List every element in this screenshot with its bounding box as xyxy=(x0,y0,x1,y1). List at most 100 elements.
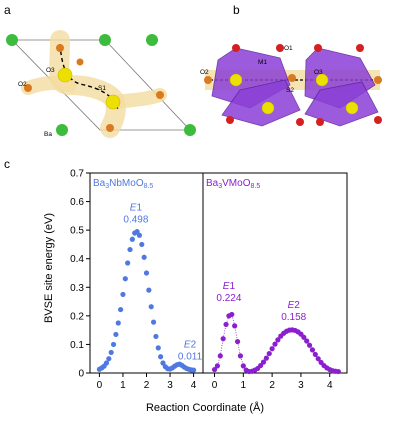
data-point xyxy=(153,333,159,340)
data-point xyxy=(106,356,112,362)
atom-label-o1: O1 xyxy=(284,45,293,52)
data-point xyxy=(223,321,229,328)
atom-label-m1: M1 xyxy=(258,59,267,66)
data-point xyxy=(125,260,131,266)
panel-label-a: a xyxy=(4,3,11,17)
data-point xyxy=(269,346,275,352)
atom-label-s2: S2 xyxy=(286,87,294,94)
o-atom xyxy=(232,44,240,52)
data-point xyxy=(272,341,278,347)
data-point xyxy=(155,345,161,351)
site-cluster xyxy=(105,94,121,110)
atom-label-o3: O3 xyxy=(314,69,323,76)
polyhedron xyxy=(221,79,301,127)
o-atom xyxy=(374,76,382,84)
annotation-label: E2 xyxy=(184,339,197,350)
x-tick-label: 0 xyxy=(212,380,218,391)
data-point xyxy=(217,353,223,359)
annotation-value: 0.158 xyxy=(281,312,306,323)
data-point xyxy=(141,254,147,260)
site-cluster xyxy=(261,101,275,115)
data-point xyxy=(127,246,133,253)
atom-label-s1: S1 xyxy=(98,85,106,92)
data-point xyxy=(315,356,321,362)
data-point xyxy=(275,337,281,343)
data-point xyxy=(214,363,220,369)
x-tick-label: 2 xyxy=(144,380,150,391)
o-atom xyxy=(374,116,382,124)
y-tick-label: 0.1 xyxy=(70,340,84,351)
y-tick-label: 0.5 xyxy=(70,226,84,237)
atom-label-o2: O2 xyxy=(200,69,209,76)
annotation-value: 0.224 xyxy=(216,293,241,304)
data-point xyxy=(150,319,157,325)
y-tick-label: 0.2 xyxy=(70,311,84,322)
data-point xyxy=(335,368,341,375)
o-atom xyxy=(106,124,114,132)
data-point xyxy=(260,359,267,365)
data-point xyxy=(234,338,241,345)
o-atom xyxy=(356,44,364,52)
site-cluster xyxy=(229,73,243,87)
data-point xyxy=(211,366,218,373)
data-point xyxy=(129,236,135,242)
migration-pathway-branch xyxy=(21,76,77,95)
data-point xyxy=(312,351,318,358)
o-atom xyxy=(156,91,164,99)
data-point xyxy=(148,304,154,310)
x-tick-label: 4 xyxy=(327,380,333,391)
y-axis-title: BVSE site energy (eV) xyxy=(43,213,55,323)
data-point xyxy=(118,306,124,313)
panel-label-b: b xyxy=(233,3,240,17)
x-tick-label: 4 xyxy=(191,380,197,391)
site-cluster xyxy=(345,101,359,115)
series-name: Ba3VMoO8.5 xyxy=(206,178,260,190)
migration-pathway-branch xyxy=(108,88,167,109)
y-tick-label: 0.6 xyxy=(70,197,84,208)
polyhedron xyxy=(304,81,379,127)
data-point xyxy=(263,355,269,361)
o-atom xyxy=(314,44,322,52)
ba-atom xyxy=(56,124,68,136)
o-atom xyxy=(276,44,284,52)
annotation-label: E1 xyxy=(130,203,143,214)
data-point xyxy=(306,342,313,348)
data-point xyxy=(266,350,272,357)
panel-label-c: c xyxy=(4,157,10,171)
o-atom xyxy=(226,116,234,124)
annotation-label: E1 xyxy=(223,281,236,292)
ba-atom xyxy=(99,34,111,46)
ba-atom xyxy=(146,34,158,46)
atom-label-o3: O3 xyxy=(46,67,55,74)
data-point xyxy=(139,241,145,248)
x-tick-label: 3 xyxy=(298,380,304,391)
data-point xyxy=(103,360,110,366)
o-atom xyxy=(24,84,32,92)
plot-frame xyxy=(89,172,348,374)
annotation-label: E2 xyxy=(288,300,301,311)
atom-label-o2: O2 xyxy=(18,81,27,88)
y-tick-label: 0.3 xyxy=(70,283,84,294)
annotation-value: 0.011 xyxy=(178,351,203,362)
ba-atom xyxy=(184,124,196,136)
data-point xyxy=(304,338,310,344)
data-point xyxy=(115,320,121,326)
data-point xyxy=(108,349,114,356)
data-point xyxy=(158,354,164,360)
series-name: Ba3NbMoO8.5 xyxy=(93,178,153,190)
data-point xyxy=(110,341,117,348)
x-axis-title: Reaction Coordinate (Å) xyxy=(146,401,264,414)
crystal-structure-b: O1 M1 O2 S2 O3 xyxy=(200,44,382,127)
x-tick-label: 2 xyxy=(269,380,275,391)
data-point xyxy=(134,228,140,235)
data-point xyxy=(229,311,235,318)
y-tick-label: 0.4 xyxy=(70,254,84,265)
x-tick-label: 1 xyxy=(120,380,126,391)
o-atom xyxy=(316,118,324,126)
site-cluster xyxy=(315,73,329,87)
y-tick-label: 0 xyxy=(78,369,84,380)
atom-label-ba: Ba xyxy=(44,131,52,138)
data-point xyxy=(237,353,244,359)
data-point xyxy=(113,331,119,338)
